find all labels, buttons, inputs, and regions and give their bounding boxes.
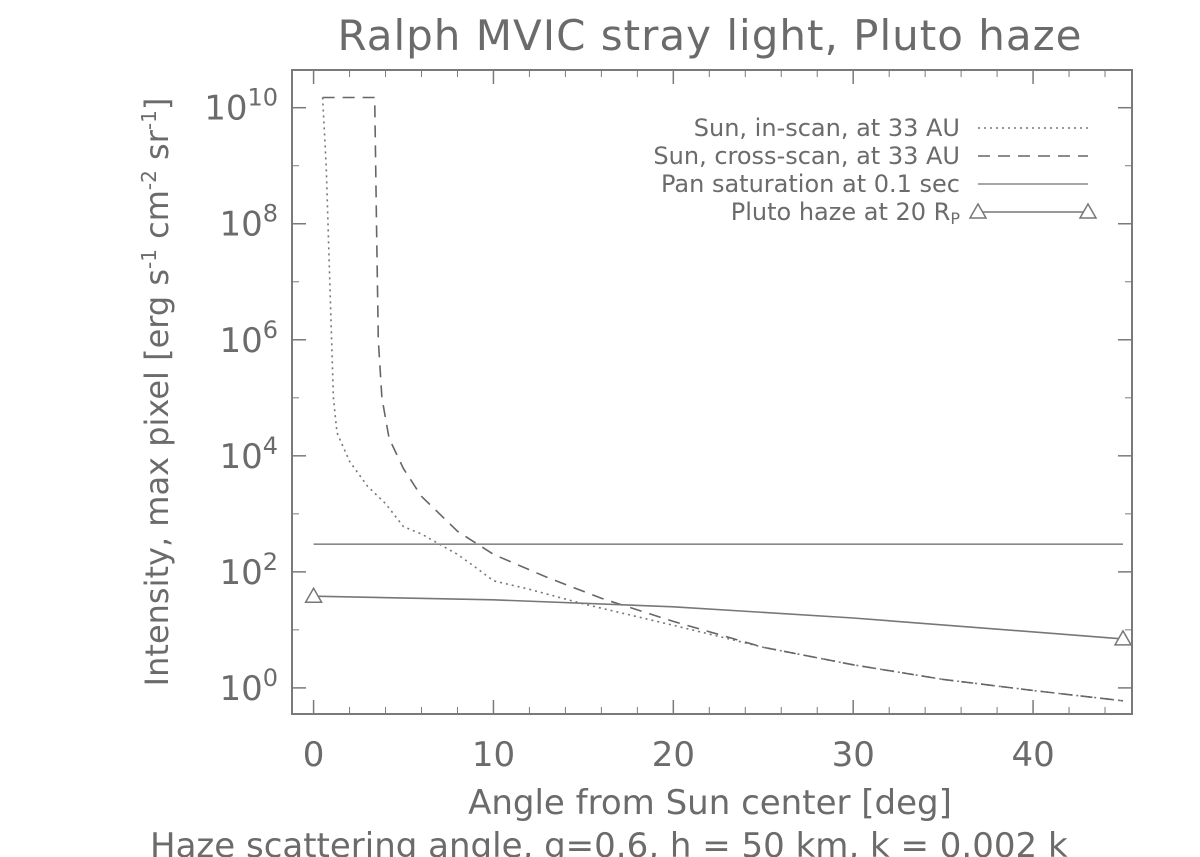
y-tick-label: 1010 — [204, 84, 278, 129]
legend-marker-triangle — [968, 202, 988, 219]
x-tick-label: 20 — [652, 735, 695, 775]
series-line-1 — [322, 96, 1124, 702]
x-tick-label: 0 — [303, 735, 325, 775]
series-line-0 — [321, 97, 1124, 702]
x-tick-label: 30 — [832, 735, 875, 775]
legend-marker-triangle — [1078, 202, 1098, 219]
y-tick-label: 102 — [219, 548, 278, 593]
chart-title: Ralph MVIC stray light, Pluto haze — [337, 11, 1082, 60]
y-tick-label: 106 — [219, 316, 278, 361]
series-marker-triangle — [1113, 629, 1133, 646]
series-line-3 — [313, 595, 1124, 640]
footnote: Haze scattering angle, g=0.6, h = 50 km,… — [150, 826, 1068, 857]
plot-frame-group — [291, 69, 1133, 715]
legend-label-0: Sun, in-scan, at 33 AU — [694, 114, 960, 142]
series-marker-triangle — [304, 586, 323, 603]
legend-label-1: Sun, cross-scan, at 33 AU — [653, 142, 960, 170]
x-tick-label: 10 — [472, 735, 515, 775]
y-tick-label: 108 — [219, 200, 278, 245]
series-group — [304, 96, 1133, 702]
y-tick-label: 100 — [219, 664, 278, 709]
axis-labels-group: Angle from Sun center [deg] Intensity, ma… — [137, 98, 1068, 857]
x-axis-label: Angle from Sun center [deg] — [468, 783, 952, 823]
chart-title-group: Ralph MVIC stray light, Pluto haze — [337, 11, 1082, 60]
x-tick-label: 40 — [1011, 735, 1054, 775]
plot-frame — [291, 69, 1133, 715]
legend-label-2: Pan saturation at 0.1 sec — [661, 170, 960, 198]
y-tick-label: 104 — [219, 432, 278, 477]
legend-label-3: Pluto haze at 20 RP — [731, 198, 961, 228]
axis-ticks-group: 0 10 20 30 40 100 102 104 106 108 1010 — [204, 70, 1132, 775]
y-axis-label: Intensity, max pixel [erg s-1 cm-2 sr-1] — [137, 98, 176, 687]
